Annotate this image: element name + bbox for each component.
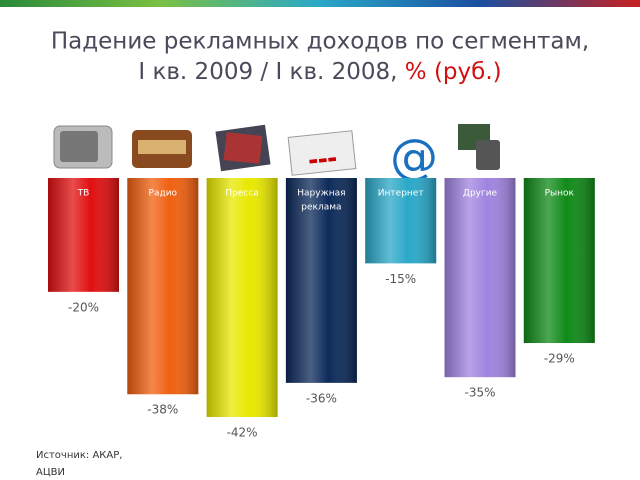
bar-shine (127, 178, 199, 395)
bar-shine (48, 178, 119, 292)
value-label: -20% (68, 300, 99, 314)
category-label: Интернет (378, 189, 424, 199)
category-label: ТВ (77, 189, 90, 199)
value-label: -36% (306, 391, 337, 405)
svg-text:▬▬▬: ▬▬▬ (308, 154, 337, 168)
category-label: реклама (301, 203, 341, 213)
value-label: -42% (227, 426, 258, 440)
bar-shine (523, 178, 595, 344)
category-label: Наружная (297, 189, 345, 199)
category-label: Радио (149, 189, 178, 199)
bar-shine (365, 178, 437, 264)
svg-text:@: @ (390, 129, 438, 185)
value-label: -38% (147, 403, 178, 417)
top-stripe (0, 0, 640, 7)
bar-shine (206, 178, 278, 417)
category-label: Другие (463, 189, 498, 199)
category-label: Пресса (225, 189, 258, 199)
source-line: Источник: АКАР, (36, 450, 122, 461)
bar-shine (444, 178, 516, 378)
title-highlight: % (руб.) (405, 59, 502, 85)
title-part: I кв. 2009 / I кв. 2008, (138, 59, 397, 85)
category-label: Рынок (545, 189, 575, 199)
title-line: Падение рекламных доходов по сегментам, (51, 29, 589, 55)
value-label: -15% (385, 272, 416, 286)
value-label: -35% (464, 386, 495, 400)
bar-shine (285, 178, 357, 383)
title-line: I кв. 2009 / I кв. 2008, % (руб.) (138, 59, 501, 85)
icons: ▬▬▬ @ (53, 124, 500, 185)
value-label: -29% (544, 352, 575, 366)
source-line: АЦВИ (36, 467, 65, 478)
